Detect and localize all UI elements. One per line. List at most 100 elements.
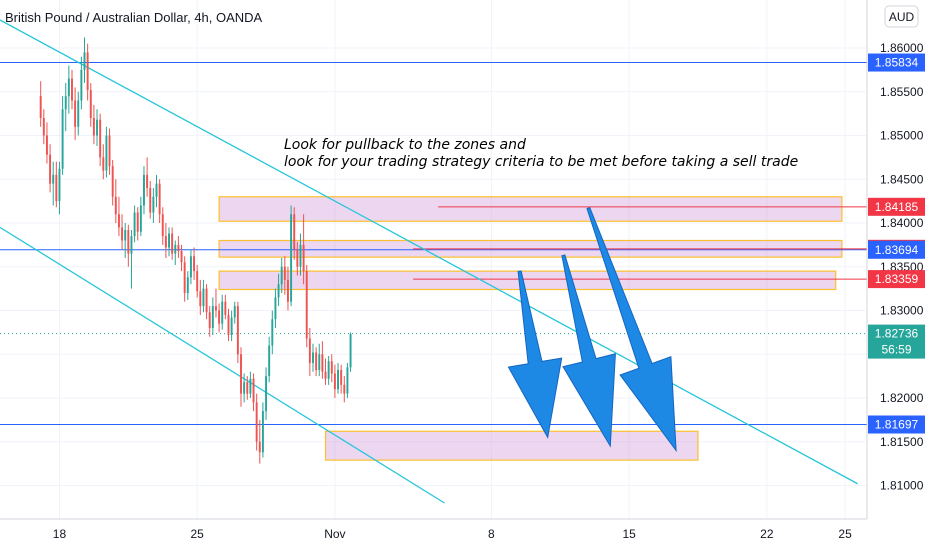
candle-body-72 [265,376,268,412]
y-tick-label-6: 1.83000 [880,304,924,318]
candle-body-30 [133,212,136,237]
x-tick-label-5: 22 [760,527,774,541]
price-tag-4: 1.83359 [875,272,919,286]
candle-body-32 [139,205,142,232]
grid [0,0,867,519]
candle-body-73 [268,345,271,377]
arrow-1 [561,254,616,448]
candle-body-22 [108,135,111,167]
x-tick-label-0: 18 [53,527,67,541]
candle-body-95 [337,370,340,390]
countdown-label: 56:59 [881,343,911,357]
candle-body-40 [164,236,167,248]
candle-body-21 [105,135,108,171]
candle-body-9 [67,78,70,97]
candle-body-33 [143,174,145,206]
candle-body-17 [92,118,95,136]
y-tick-label-3: 1.84500 [880,172,924,186]
candle-body-94 [333,373,336,390]
channel-line-0 [0,19,858,485]
time-axis-background [0,519,932,550]
candle-body-71 [261,411,264,453]
candle-body-11 [74,100,77,127]
channel-lines [0,19,858,504]
candle-body-47 [186,277,189,293]
arrow-2 [586,206,677,453]
candle-body-35 [149,188,152,213]
candle-body-82 [296,249,299,267]
candle-body-80 [290,214,293,302]
candle-body-7 [61,109,64,169]
candle-body-75 [274,297,277,320]
candle-body-4 [52,174,55,184]
candle-body-98 [346,367,349,394]
price-tag-6: 1.81697 [875,418,919,432]
candle-body-59 [224,301,227,315]
candle-body-27 [124,230,127,241]
zone-2 [218,270,837,291]
candle-body-25 [117,214,120,228]
candle-body-97 [343,384,346,394]
price-tag-5: 1.82736 [875,327,919,341]
candle-body-13 [80,69,83,101]
x-tick-label-2: Nov [324,527,345,541]
candle-body-39 [161,214,164,237]
candle-body-87 [312,352,314,363]
candle-body-10 [71,78,73,101]
candle-body-90 [321,354,324,372]
price-tag-bg-3 [868,240,925,259]
candle-body-86 [308,338,311,363]
candle-body-96 [340,370,343,385]
candle-body-77 [280,266,283,285]
candle-body-23 [111,166,114,197]
arrows [507,206,677,453]
price-tag-1: 1.84185 [875,200,919,214]
candle-body-43 [174,244,177,254]
arrow-0 [507,270,563,439]
candle-body-66 [246,382,249,394]
x-tick-label-4: 15 [622,527,636,541]
candle-body-85 [305,271,308,339]
candle-body-29 [130,236,133,254]
y-tick-label-9: 1.81500 [880,435,924,449]
candle-body-56 [214,306,217,311]
price-tag-bg-6 [868,415,925,434]
currency-button[interactable]: AUD [884,5,919,28]
zone-0 [218,196,843,222]
candle-body-48 [189,256,192,278]
price-tag-0: 1.85834 [875,56,919,70]
horizontal-lines [0,62,867,426]
candle-body-2 [45,135,48,155]
time-axis[interactable]: 18 25 Nov 8 15 22 25 [53,527,852,541]
y-tick-label-1: 1.85500 [880,85,924,99]
candle-body-62 [233,306,236,318]
candle-body-12 [77,100,80,127]
candle-body-24 [114,196,117,215]
candle-body-49 [193,256,196,272]
candle-body-92 [327,361,330,379]
candle-body-14 [83,52,86,70]
candle-body-26 [121,227,124,241]
x-tick-label-6: 25 [838,527,852,541]
y-tick-label-2: 1.85000 [880,129,924,143]
y-tick-label-4: 1.84000 [880,216,924,230]
candle-body-88 [315,352,318,370]
x-tick-label-1: 25 [191,527,205,541]
currency-label: AUD [889,10,915,24]
x-tick-label-3: 8 [488,527,495,541]
candle-body-6 [58,168,61,202]
y-tick-label-8: 1.82000 [880,391,924,405]
candle-body-89 [318,354,321,370]
candle-body-34 [146,174,149,188]
candle-body-58 [221,301,224,324]
candle-body-46 [183,262,186,293]
price-tag-bg-0 [868,53,925,72]
candle-body-37 [155,183,158,197]
candle-body-44 [177,244,180,251]
price-tag-bg-1 [868,197,925,216]
candle-body-38 [158,183,161,215]
candle-body-42 [171,233,174,254]
